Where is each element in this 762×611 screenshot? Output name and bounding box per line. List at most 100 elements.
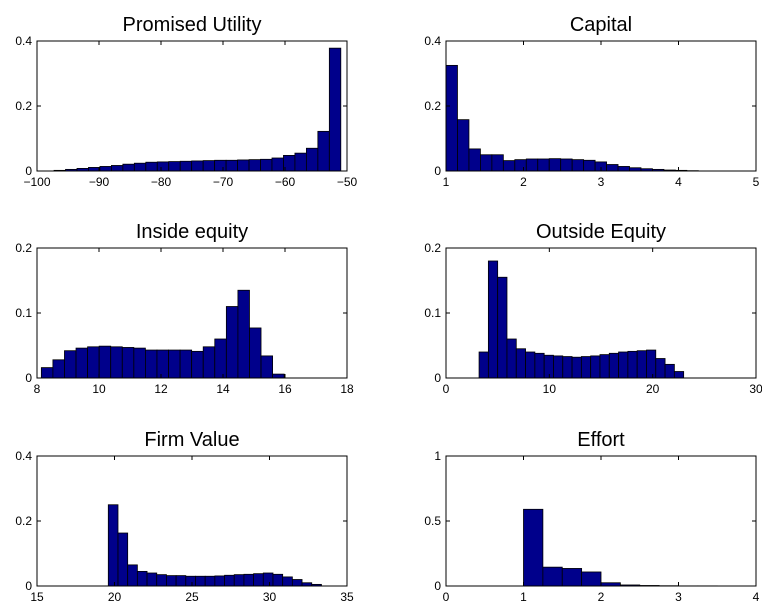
histogram-bar xyxy=(534,352,545,379)
y-tick-label: 0 xyxy=(25,579,32,593)
x-tick-label: 3 xyxy=(675,590,682,604)
histogram-bar xyxy=(305,147,319,172)
histogram-bar xyxy=(233,574,245,587)
axes-box xyxy=(445,40,757,172)
histogram-bar xyxy=(146,572,158,587)
axes-box xyxy=(36,455,348,587)
x-tick-label: −50 xyxy=(337,175,358,189)
panel-capital: Capital 1 2 3 4 5 0 0.2 0.4 xyxy=(424,14,759,189)
x-tick-label: 2 xyxy=(598,590,605,604)
histogram-bar xyxy=(191,160,204,172)
y-tick-label: 0.1 xyxy=(15,306,32,320)
histogram-bar xyxy=(166,575,177,587)
histogram-bar xyxy=(122,163,135,172)
x-tick-label: 4 xyxy=(753,590,760,604)
y-tick-label: 0.4 xyxy=(15,449,32,463)
histogram-bar xyxy=(553,355,564,379)
chart-title: Inside equity xyxy=(136,221,248,243)
histogram-bar xyxy=(145,349,158,379)
histogram-bar xyxy=(664,363,675,379)
y-tick-label: 0 xyxy=(434,371,441,385)
histogram-bar xyxy=(525,158,539,172)
x-tick-label: 1 xyxy=(520,590,527,604)
x-tick-label: −70 xyxy=(213,175,234,189)
x-tick-label: 12 xyxy=(154,382,168,396)
histogram-bar xyxy=(561,568,583,587)
histogram-bar xyxy=(136,570,148,587)
histogram-bar xyxy=(260,158,273,172)
histogram-bar xyxy=(560,158,573,172)
histogram-bar xyxy=(514,159,527,172)
histogram-bar xyxy=(214,159,227,172)
histogram-bar xyxy=(617,166,630,172)
y-tick-label: 0 xyxy=(434,579,441,593)
x-tick-label: 0 xyxy=(443,590,450,604)
y-tick-label: 0.4 xyxy=(424,34,441,48)
x-tick-label: −100 xyxy=(23,175,50,189)
histogram-bar xyxy=(133,347,146,379)
y-tick-label: 0 xyxy=(25,164,32,178)
histogram-bar xyxy=(502,160,516,172)
histogram-bar xyxy=(225,306,239,379)
histogram-bar xyxy=(110,346,123,379)
histogram-bar xyxy=(156,161,170,172)
x-tick-label: 20 xyxy=(108,590,122,604)
histogram-bar xyxy=(606,164,619,172)
chart-title: Promised Utility xyxy=(123,14,262,36)
histogram-bar xyxy=(202,346,216,379)
histogram-bar xyxy=(156,349,169,379)
histogram-bar xyxy=(195,575,206,587)
y-tick-label: 0.1 xyxy=(424,306,441,320)
panel-promised-utility: Promised Utility −100 −90 −80 −70 −60 −50 0 0.2 0… xyxy=(15,14,357,189)
x-tick-label: 30 xyxy=(749,382,762,396)
histogram-bar xyxy=(111,165,124,172)
histogram-bar xyxy=(523,508,544,587)
x-tick-label: 16 xyxy=(278,382,292,396)
histogram-bar xyxy=(583,159,596,172)
histogram-bar xyxy=(121,347,135,379)
histogram-bar xyxy=(202,160,216,172)
histogram-bar xyxy=(117,532,129,587)
histogram-bar xyxy=(107,504,119,587)
histogram-bar xyxy=(237,289,250,379)
x-tick-label: 0 xyxy=(443,382,450,396)
x-tick-label: −90 xyxy=(89,175,110,189)
histogram-bar xyxy=(599,354,610,379)
histogram-bar xyxy=(272,373,285,379)
x-tick-label: 35 xyxy=(340,590,354,604)
x-tick-label: 15 xyxy=(30,590,44,604)
histogram-bar xyxy=(525,351,536,379)
histogram-bar xyxy=(249,327,262,379)
histogram-bar xyxy=(253,573,264,587)
y-tick-label: 0.4 xyxy=(15,34,32,48)
histogram-bar xyxy=(179,349,193,379)
x-tick-label: 1 xyxy=(443,175,450,189)
histogram-bar xyxy=(248,159,261,172)
histogram-bar xyxy=(497,276,508,379)
y-tick-label: 0.2 xyxy=(15,241,32,255)
histogram-bar xyxy=(636,350,647,379)
histogram-bar xyxy=(608,352,619,379)
x-tick-label: 14 xyxy=(216,382,230,396)
x-tick-label: 4 xyxy=(675,175,682,189)
axes-box xyxy=(445,455,757,587)
histogram-bar xyxy=(655,358,666,379)
histogram-bar xyxy=(133,162,147,172)
histogram-bar xyxy=(175,575,187,587)
x-tick-label: 2 xyxy=(520,175,527,189)
histogram-bar xyxy=(487,260,499,379)
histogram-bar xyxy=(491,154,504,172)
histogram-bar xyxy=(445,64,458,172)
y-tick-label: 0 xyxy=(434,164,441,178)
histogram-bar xyxy=(87,346,100,379)
histogram-bar xyxy=(272,573,284,587)
x-tick-label: 10 xyxy=(92,382,106,396)
chart-title: Capital xyxy=(570,14,632,36)
panel-outside-equity: Outside Equity 0 10 20 30 0 0.1 0.2 xyxy=(424,221,762,396)
panel-effort: Effort 0 1 2 3 4 0 0.5 1 xyxy=(424,429,759,604)
histogram-bar xyxy=(156,574,167,587)
histogram-bar xyxy=(590,355,601,379)
histogram-bar xyxy=(542,566,563,587)
histogram-bar xyxy=(317,130,330,172)
